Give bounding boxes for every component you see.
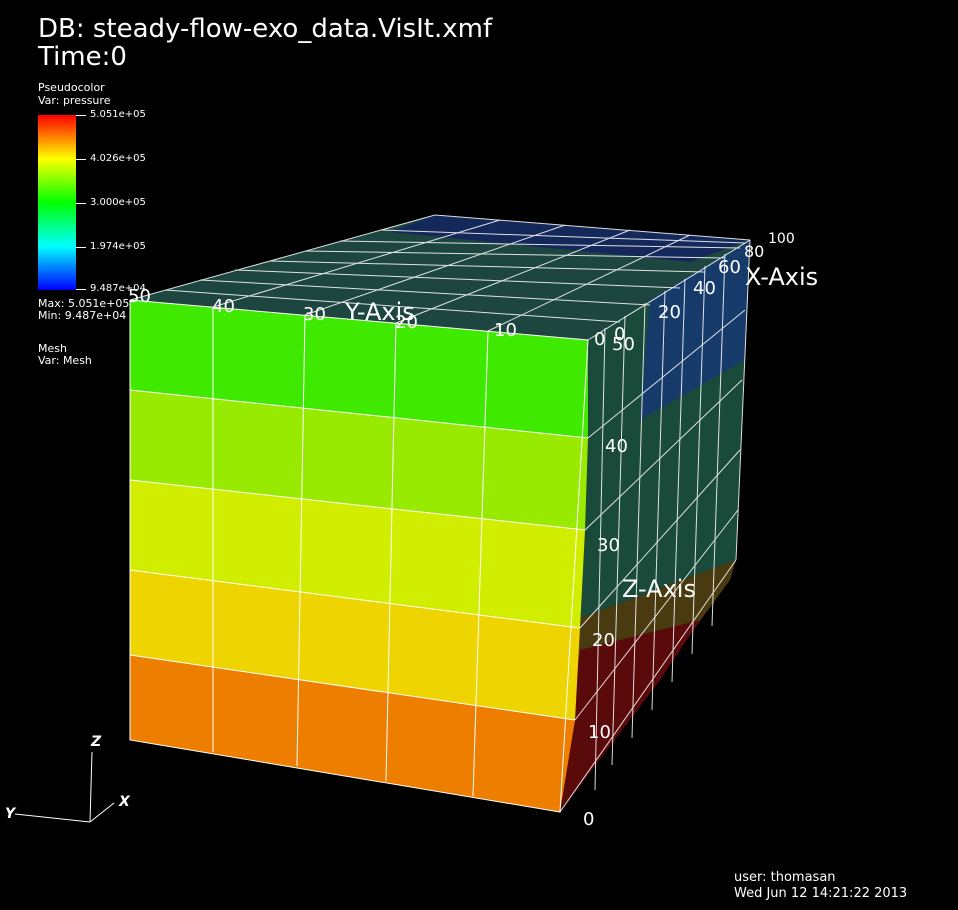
user-name: user: thomasan [734,870,836,885]
color-bar-label: 3.000e+05 [90,197,146,208]
color-bar-label: 5.051e+05 [90,109,146,120]
z-tick-label: 20 [592,630,615,651]
time-label: Time:0 [38,42,127,72]
axis-triad [14,751,115,823]
color-bar-label: 9.487e+04 [90,283,146,294]
triad-z-label: Z [90,734,102,750]
color-bar-tick [76,289,86,290]
front-band-2 [130,390,588,530]
z-tick-label: 40 [605,436,628,457]
right-mesh [559,239,751,813]
x-tick-label: 60 [718,257,741,278]
y-axis-title: Y-Axis [344,298,415,326]
z-tick-label: 30 [597,535,620,556]
color-bar-tick [76,247,86,248]
y-tick-label: 0 [594,329,605,350]
color-bar-tick [76,115,86,116]
legend-mesh-var: Var: Mesh [38,354,92,367]
color-bar-label: 1.974e+05 [90,241,146,252]
x-tick-label: 0 [614,324,625,345]
top-mesh [129,214,751,341]
front-band-4 [130,570,580,720]
z-tick-label: 0 [583,809,594,830]
z-tick-label: 10 [588,722,611,743]
database-title: DB: steady-flow-exo_data.VisIt.xmf [38,14,493,44]
front-mesh [129,299,589,813]
y-tick-label: 40 [212,296,235,317]
front-band-5 [130,655,575,812]
color-bar-tick [76,203,86,204]
legend-max: Max: 5.051e+05 [38,297,130,310]
color-bar [38,115,76,290]
right-face-top-blue [640,240,750,420]
z-tick-label: 50 [612,334,635,355]
user-info: user: thomasan Wed Jun 12 14:21:22 2013 [734,870,907,902]
z-axis-title: Z-Axis [622,575,696,603]
timestamp: Wed Jun 12 14:21:22 2013 [734,886,908,901]
x-tick-label: 40 [693,278,716,299]
y-tick-label: 30 [303,304,326,325]
x-axis-title: X-Axis [745,263,818,291]
front-band-3 [130,480,585,628]
y-tick-label: 50 [128,286,151,307]
x-tick-label: 20 [658,302,681,323]
front-band-1 [130,300,588,438]
legend-mesh-type: Mesh [38,342,67,355]
top-face-back [390,215,750,262]
color-bar-label: 4.026e+05 [90,153,146,164]
right-face-bottom [560,620,700,812]
triad-y-label: Y [5,806,17,822]
legend-variable: Var: pressure [38,94,111,107]
legend-plot-type: Pseudocolor [38,81,105,94]
color-bar-tick [76,159,86,160]
x-tick-label: 80 [744,242,764,261]
triad-x-label: X [118,794,131,810]
legend-min: Min: 9.487e+04 [38,309,127,322]
x-tick-label: 100 [768,231,795,247]
y-tick-label: 10 [494,320,517,341]
y-tick-label: 20 [395,312,418,333]
